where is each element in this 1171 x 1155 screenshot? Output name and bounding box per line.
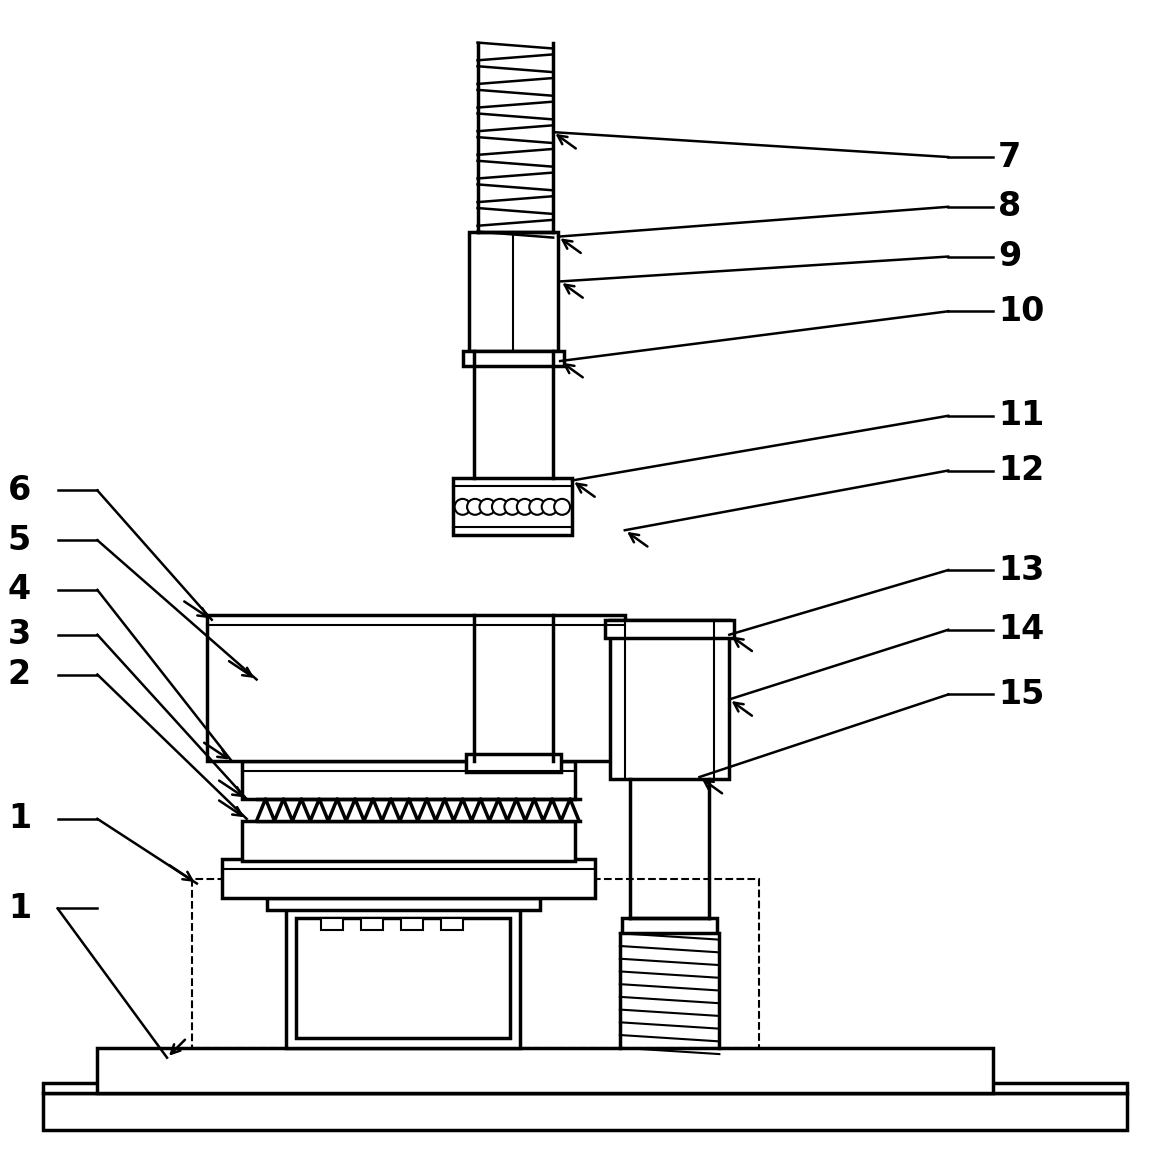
Text: 8: 8 bbox=[998, 191, 1021, 223]
Text: 3: 3 bbox=[8, 618, 32, 651]
Bar bbox=[466, 754, 561, 772]
Text: 12: 12 bbox=[998, 454, 1045, 487]
Text: 1: 1 bbox=[8, 803, 30, 835]
Circle shape bbox=[516, 499, 533, 515]
Bar bbox=[296, 918, 511, 1038]
Text: 1: 1 bbox=[8, 892, 30, 925]
Bar bbox=[605, 620, 734, 638]
Bar bbox=[192, 879, 759, 1048]
Polygon shape bbox=[256, 799, 578, 821]
Bar bbox=[97, 1048, 993, 1093]
Bar bbox=[42, 1093, 1128, 1131]
Bar bbox=[361, 918, 383, 930]
Circle shape bbox=[492, 499, 508, 515]
Text: 6: 6 bbox=[8, 474, 32, 507]
Bar bbox=[321, 918, 343, 930]
Bar bbox=[463, 351, 564, 366]
Bar bbox=[42, 1082, 1128, 1093]
Text: 2: 2 bbox=[8, 658, 30, 691]
Text: 13: 13 bbox=[998, 553, 1045, 587]
Bar bbox=[610, 620, 730, 778]
Text: 9: 9 bbox=[998, 240, 1021, 273]
Circle shape bbox=[479, 499, 495, 515]
Circle shape bbox=[554, 499, 570, 515]
Bar bbox=[468, 232, 559, 351]
Circle shape bbox=[529, 499, 546, 515]
Bar bbox=[207, 614, 625, 761]
Bar bbox=[400, 918, 423, 930]
Text: 5: 5 bbox=[8, 523, 32, 557]
Bar bbox=[221, 858, 595, 899]
Circle shape bbox=[467, 499, 482, 515]
Text: 10: 10 bbox=[998, 295, 1045, 328]
Circle shape bbox=[454, 499, 471, 515]
Text: 7: 7 bbox=[998, 141, 1021, 173]
Text: 15: 15 bbox=[998, 678, 1045, 711]
Circle shape bbox=[542, 499, 557, 515]
Text: 4: 4 bbox=[8, 573, 30, 606]
Text: 11: 11 bbox=[998, 400, 1045, 432]
Bar bbox=[267, 899, 540, 910]
Circle shape bbox=[505, 499, 520, 515]
Bar bbox=[622, 918, 718, 933]
Bar bbox=[440, 918, 463, 930]
Bar bbox=[453, 478, 573, 535]
Text: 14: 14 bbox=[998, 613, 1045, 647]
Bar bbox=[241, 761, 575, 799]
Bar bbox=[241, 821, 575, 860]
Bar bbox=[287, 908, 520, 1048]
